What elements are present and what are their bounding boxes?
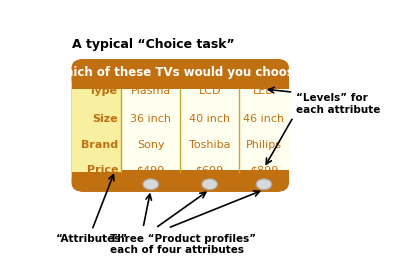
Text: Plasma: Plasma [131,86,171,96]
Text: A typical “Choice task”: A typical “Choice task” [72,38,234,51]
Text: Type: Type [89,86,118,96]
Circle shape [256,179,272,190]
Bar [72,170,289,183]
FancyBboxPatch shape [72,59,289,89]
Text: Size: Size [92,114,118,124]
Bar [72,89,121,172]
Text: Sony: Sony [137,140,164,150]
Text: Brand: Brand [81,140,118,150]
Text: 40 inch: 40 inch [189,114,230,124]
Text: LCD: LCD [198,86,221,96]
Text: Which of these TVs would you choose?: Which of these TVs would you choose? [52,66,308,80]
Text: $899: $899 [250,165,278,175]
Text: “Attributes”: “Attributes” [56,234,128,244]
Circle shape [143,179,158,190]
Bar [72,89,289,172]
Text: Three “Product profiles”
each of four attributes: Three “Product profiles” each of four at… [110,234,256,255]
Text: $699: $699 [196,165,224,175]
Text: Philips: Philips [246,140,282,150]
FancyBboxPatch shape [72,170,289,192]
Text: 46 inch: 46 inch [243,114,284,124]
Circle shape [202,179,218,190]
Text: 36 inch: 36 inch [130,114,171,124]
Text: Price: Price [87,165,118,175]
Text: $499: $499 [136,165,165,175]
Bar [72,76,289,89]
FancyBboxPatch shape [72,59,289,192]
Text: LED: LED [253,86,275,96]
Text: Toshiba: Toshiba [189,140,230,150]
Text: “Levels” for
each attribute: “Levels” for each attribute [296,93,381,115]
